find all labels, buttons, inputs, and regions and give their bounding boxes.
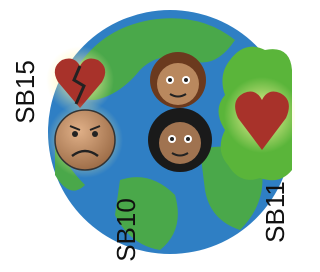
- person-top: [150, 52, 206, 108]
- label: SB15: [10, 60, 40, 124]
- label: SB10: [111, 198, 141, 262]
- tree-heart: [219, 47, 296, 181]
- illustration: SB15 SB10 SB11: [0, 0, 295, 272]
- person-bottom: [148, 108, 212, 172]
- label: SB11: [260, 181, 290, 243]
- page: {"labels": ["SB15", "SB10", "SB11"]}: [0, 0, 320, 272]
- sad-face: [47, 102, 123, 178]
